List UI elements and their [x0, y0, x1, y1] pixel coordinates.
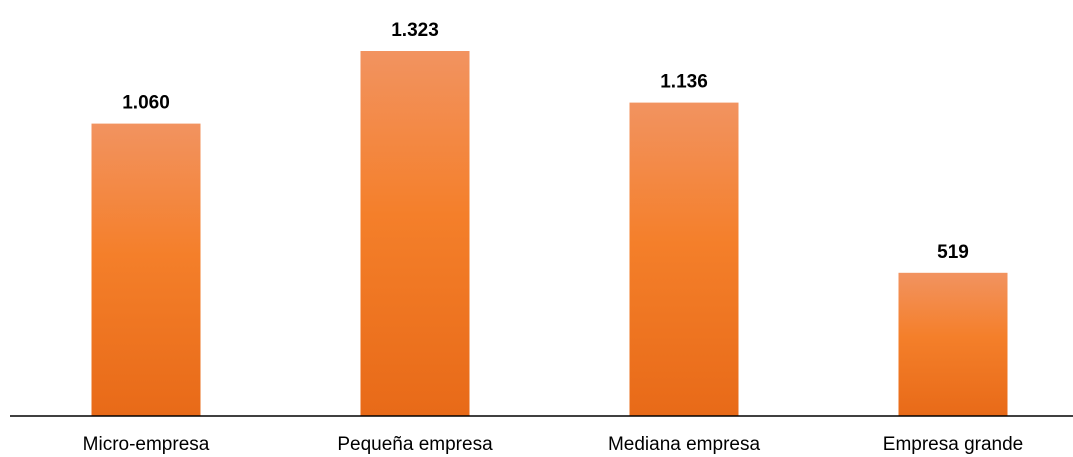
bars-group	[91, 51, 1008, 416]
bar-micro-empresa	[91, 123, 201, 416]
data-labels-group: 1.060 1.323 1.136 519	[122, 20, 969, 263]
data-label: 519	[937, 242, 969, 263]
bar-mediana-empresa	[629, 102, 739, 416]
x-tick-label: Mediana empresa	[608, 434, 761, 455]
data-label: 1.060	[122, 93, 170, 114]
data-label: 1.323	[391, 20, 439, 41]
x-tick-label: Pequeña empresa	[337, 434, 493, 455]
x-tick-labels-group: Micro-empresa Pequeña empresa Mediana empr…	[83, 434, 1024, 455]
x-tick-label: Micro-empresa	[83, 434, 210, 455]
bar-empresa-grande	[898, 272, 1008, 416]
data-label: 1.136	[660, 72, 708, 93]
x-tick-label: Empresa grande	[883, 434, 1023, 455]
bar-pequeña-empresa	[360, 51, 470, 416]
